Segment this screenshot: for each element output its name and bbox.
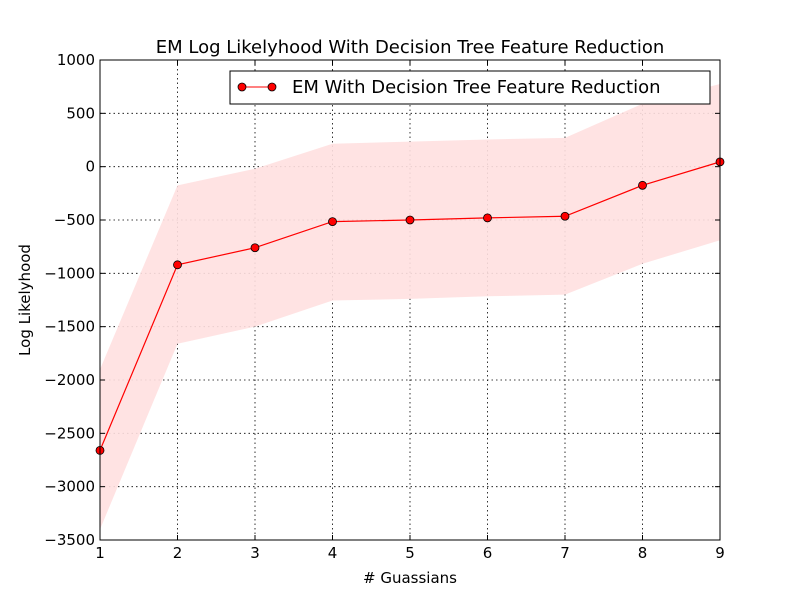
y-tick-label: −1500 <box>44 318 95 336</box>
series-markers <box>95 157 725 455</box>
data-point <box>173 260 182 270</box>
data-point <box>483 213 492 223</box>
legend-marker <box>237 82 247 92</box>
x-axis-ticks: 1 2 3 4 5 6 7 8 9 <box>95 60 725 562</box>
y-tick-label: 0 <box>85 158 95 176</box>
y-tick-label: −500 <box>54 211 95 229</box>
x-tick-label: 8 <box>638 544 648 562</box>
x-tick-label: 7 <box>560 544 570 562</box>
y-tick-label: 1000 <box>57 51 95 69</box>
legend-box <box>229 70 711 105</box>
y-tick-label: −2000 <box>44 371 95 389</box>
data-point <box>560 211 570 221</box>
x-tick-label: 5 <box>405 544 415 562</box>
data-point <box>638 180 647 190</box>
y-tick-label: −1000 <box>44 264 95 282</box>
data-point <box>328 217 337 227</box>
y-axis-ticks: 1000 500 0 −500 −1000 −1500 −2000 −2500 −3000 −35… <box>44 51 720 549</box>
x-axis-label: # Guassians <box>363 569 457 587</box>
plot-area <box>95 59 725 541</box>
legend-marker <box>267 82 277 92</box>
data-point <box>250 243 260 253</box>
y-tick-label: −2500 <box>44 424 95 442</box>
y-tick-label: −3500 <box>44 531 95 549</box>
x-tick-label: 2 <box>173 544 183 562</box>
y-tick-label: −3000 <box>44 478 95 496</box>
x-tick-label: 9 <box>715 544 725 562</box>
y-axis-label: Log Likelyhood <box>16 244 34 356</box>
legend: EM With Decision Tree Feature Reduction <box>229 70 711 105</box>
legend-label: EM With Decision Tree Feature Reduction <box>292 77 661 98</box>
data-point <box>405 215 415 225</box>
y-tick-label: 500 <box>66 104 95 122</box>
x-tick-label: 3 <box>250 544 260 562</box>
x-tick-label: 4 <box>328 544 338 562</box>
chart-title: EM Log Likelyhood With Decision Tree Fea… <box>156 37 665 58</box>
confidence-band <box>100 84 720 530</box>
x-tick-label: 1 <box>95 544 105 562</box>
x-tick-label: 6 <box>483 544 493 562</box>
